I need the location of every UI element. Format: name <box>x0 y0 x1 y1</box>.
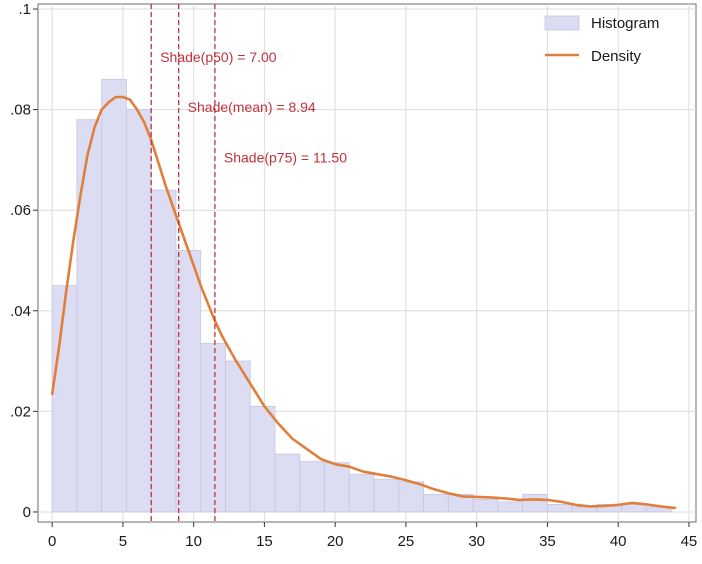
histogram-bar <box>200 343 226 513</box>
x-tick-label: 25 <box>398 533 415 550</box>
histogram-bar <box>324 462 350 513</box>
reference-line-label: Shade(p75) = 11.50 <box>224 149 347 165</box>
x-tick-label: 10 <box>185 533 202 550</box>
histogram-bar <box>126 109 152 513</box>
reference-line-label: Shade(mean) = 8.94 <box>188 99 316 115</box>
histogram-bar <box>299 461 325 513</box>
legend-label-density: Density <box>591 48 642 65</box>
x-tick-label: 15 <box>256 533 273 550</box>
histogram-bar <box>249 405 276 513</box>
legend-label-histogram: Histogram <box>591 15 659 32</box>
density-curve-layer <box>50 95 677 510</box>
histogram-bar <box>373 478 400 513</box>
axes: 0 5 10 15 20 25 30 35 40 45 0 .02 .04 .06 .08 .1 <box>10 1 697 550</box>
y-tick-label: .1 <box>18 1 31 18</box>
histogram-bar <box>547 503 573 513</box>
histogram-bar <box>571 506 598 513</box>
histogram-bar <box>522 493 548 513</box>
histogram-bars <box>51 79 672 513</box>
x-tick-label: 20 <box>327 533 344 550</box>
y-tick-label: .02 <box>10 403 31 420</box>
histogram-bar <box>398 481 425 513</box>
histogram-bar <box>150 189 177 513</box>
y-tick-label: .04 <box>10 303 31 320</box>
histogram-bar <box>472 498 499 513</box>
x-tick-label: 35 <box>539 533 556 550</box>
reference-lines: Shade(p50) = 7.00 Shade(mean) = 8.94 Shade… <box>150 4 347 522</box>
histogram-bar <box>348 473 375 513</box>
histogram-bar <box>51 285 78 513</box>
x-tick-label: 45 <box>681 533 698 550</box>
reference-line-label: Shade(p50) = 7.00 <box>160 49 277 65</box>
histogram-bar <box>621 503 647 513</box>
legend: Histogram Density <box>544 15 659 65</box>
density-curve <box>50 95 677 510</box>
x-tick-label: 5 <box>119 533 127 550</box>
histogram-bar <box>175 250 202 513</box>
y-tick-label: .08 <box>10 102 31 119</box>
legend-swatch-histogram <box>544 15 580 31</box>
histogram-bar <box>225 360 251 513</box>
histogram-bar <box>76 119 103 513</box>
histogram-bar <box>497 501 524 513</box>
x-tick-label: 40 <box>610 533 627 550</box>
y-tick-label: 0 <box>23 504 31 521</box>
y-tick-label: .06 <box>10 202 31 219</box>
x-tick-label: 0 <box>48 533 56 550</box>
histogram-bar <box>101 79 127 513</box>
histogram-bar <box>423 493 449 513</box>
x-tick-label: 30 <box>468 533 485 550</box>
histogram-bar <box>274 453 301 513</box>
